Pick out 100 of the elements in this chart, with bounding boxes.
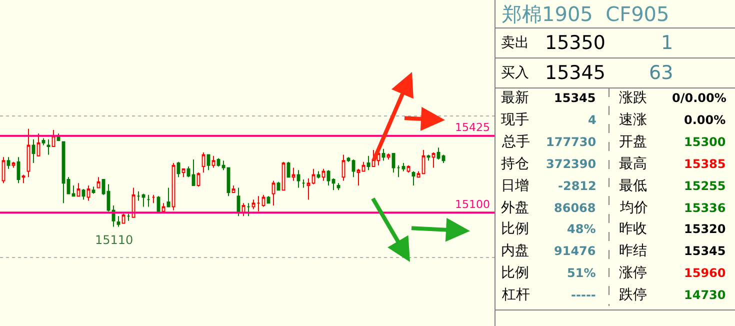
candlestick [152, 194, 156, 204]
text: 15960 [684, 266, 726, 280]
candlestick [326, 170, 330, 186]
candlestick [62, 141, 66, 204]
text: 15320 [684, 222, 726, 236]
text: 比例 [501, 265, 529, 281]
text: 4 [588, 113, 596, 127]
text: 最高 [619, 156, 647, 172]
candlestick [36, 132, 40, 156]
text: 14730 [684, 288, 726, 302]
candlestick [236, 187, 240, 217]
candlestick [46, 138, 50, 156]
candlestick [212, 155, 216, 168]
candlestick [362, 161, 366, 172]
candlestick [402, 162, 406, 172]
text: 外盘 [501, 200, 529, 216]
candlestick [426, 154, 430, 162]
candlestick [72, 184, 76, 197]
candlestick [322, 168, 326, 182]
candlestick [246, 202, 250, 217]
candlestick [272, 180, 276, 206]
text: 最低 [619, 178, 647, 194]
candlestick [126, 213, 130, 222]
text: 郑棉1905 CF905 [502, 2, 670, 26]
text: 0/0.00% [672, 91, 726, 105]
candlestick [6, 156, 10, 170]
text: 15336 [684, 201, 726, 215]
candlestick [16, 156, 20, 184]
candlestick [292, 167, 296, 182]
candlestick [312, 168, 316, 185]
candlestick [146, 194, 150, 208]
candlestick [42, 138, 46, 146]
candlestick [96, 176, 100, 188]
candlestick [182, 168, 186, 178]
text: 91476 [554, 244, 596, 258]
candlestick [332, 178, 336, 191]
candlestick [106, 184, 110, 212]
text: 63 [649, 62, 674, 84]
text: 15345 [554, 91, 596, 105]
candlestick [22, 174, 26, 184]
candlestick [192, 158, 196, 186]
candlestick [232, 184, 236, 194]
text: 372390 [546, 157, 596, 171]
text: 持仓 [501, 156, 529, 172]
candlestick [142, 193, 146, 208]
candlestick [296, 170, 300, 188]
candlestick [392, 153, 396, 173]
candlestick [306, 178, 310, 200]
text: 15385 [684, 157, 726, 171]
candlestick [86, 184, 90, 202]
ref-line-label: 15100 [455, 198, 490, 211]
text: 177730 [546, 135, 596, 149]
candlestick [412, 170, 416, 186]
candlestick [206, 154, 210, 171]
text: 0.00% [684, 113, 726, 127]
text: 总手 [501, 134, 530, 150]
text: 15350 [545, 32, 606, 54]
candlestick [222, 160, 226, 171]
candlestick [432, 152, 436, 168]
candlestick [342, 154, 346, 182]
ref-line-label: 15425 [455, 121, 490, 134]
text: 跌停 [619, 287, 647, 303]
text: 15345 [684, 244, 726, 258]
candlestick [82, 188, 86, 200]
candlestick [12, 161, 16, 168]
candlestick [366, 155, 370, 171]
candlestick [252, 199, 256, 210]
text: ----- [571, 288, 596, 302]
text: 比例 [501, 221, 529, 237]
text: 均价 [619, 200, 648, 216]
candlestick [436, 147, 440, 160]
text: 卖出 [501, 35, 529, 51]
text: 昨收 [619, 221, 647, 237]
candlestick [202, 152, 206, 173]
text: 涨跌 [619, 90, 647, 106]
candlestick [302, 179, 306, 188]
candlestick [356, 168, 360, 186]
candlestick [396, 164, 400, 178]
text: 日增 [501, 178, 529, 194]
text: 最新 [501, 90, 529, 106]
text: 15300 [684, 135, 726, 149]
text: 买入 [501, 65, 529, 81]
candlestick [316, 170, 320, 179]
candlestick [422, 150, 426, 174]
candlestick [32, 138, 36, 164]
text: -2812 [558, 179, 596, 193]
text: 涨停 [619, 265, 647, 281]
annotation: 15110 [95, 233, 134, 247]
text: 51% [567, 266, 596, 280]
candlestick [166, 187, 170, 208]
candlestick [76, 182, 80, 197]
candlestick [382, 148, 386, 162]
candlestick [136, 190, 140, 202]
text: 内盘 [501, 243, 529, 259]
candlestick [92, 186, 96, 194]
text: 速涨 [619, 112, 647, 128]
candlestick [352, 158, 356, 178]
text: 开盘 [619, 134, 647, 150]
text: 15345 [545, 62, 606, 84]
candlestick [336, 182, 340, 191]
